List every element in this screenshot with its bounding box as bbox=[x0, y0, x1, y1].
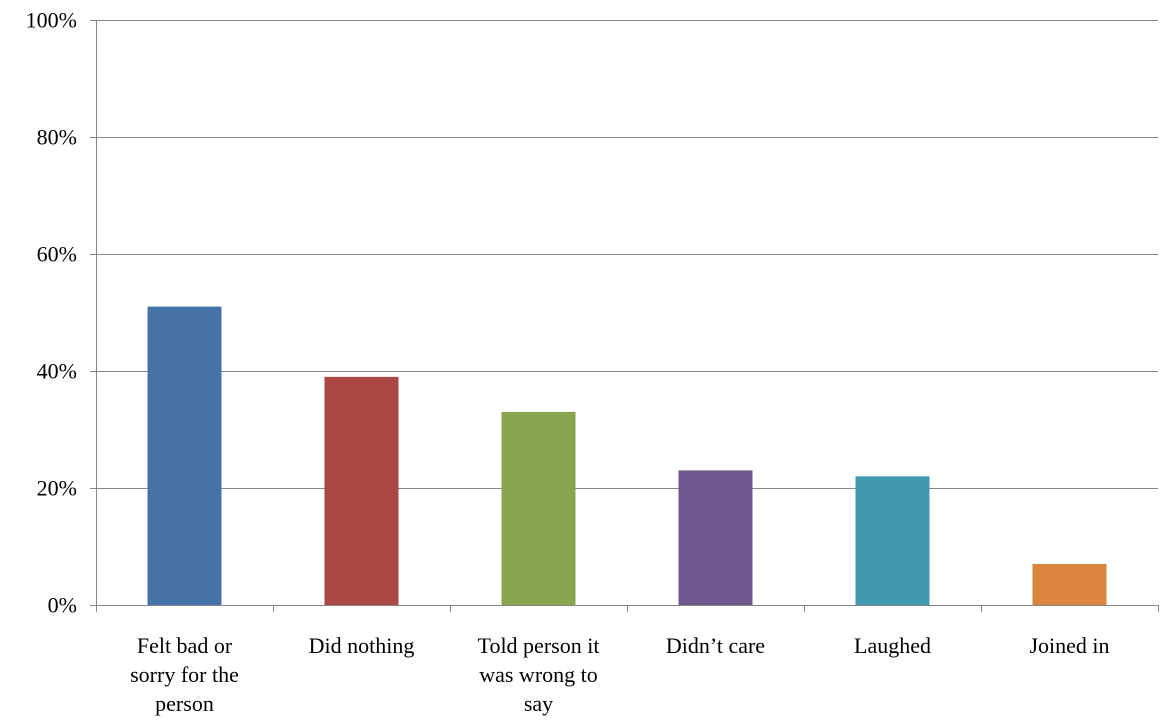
x-category-label-line: Told person it bbox=[478, 633, 600, 658]
y-tick-label: 0% bbox=[48, 593, 77, 618]
bar-0 bbox=[147, 306, 222, 605]
bar-4 bbox=[855, 476, 930, 605]
bar-5 bbox=[1032, 564, 1107, 605]
axes bbox=[90, 20, 1159, 612]
x-category-label-line: Joined in bbox=[1029, 633, 1109, 658]
x-category-label: Laughed bbox=[854, 633, 931, 658]
bar-3 bbox=[678, 470, 753, 605]
bar-2 bbox=[501, 411, 576, 605]
x-category-label: Did nothing bbox=[309, 633, 415, 658]
x-category-label-line: Felt bad or bbox=[137, 633, 233, 658]
x-category-label-line: Laughed bbox=[854, 633, 931, 658]
bars bbox=[147, 306, 1107, 605]
x-axis-category-labels: Felt bad or sorry for the person Did nothin… bbox=[130, 633, 1109, 716]
x-category-label: Told person it was wrong to say bbox=[478, 633, 600, 716]
bar-1 bbox=[324, 376, 399, 605]
x-category-label-line: was wrong to bbox=[479, 662, 598, 687]
y-tick-label: 80% bbox=[37, 125, 77, 150]
x-category-label: Joined in bbox=[1029, 633, 1109, 658]
x-category-label-line: say bbox=[524, 691, 553, 716]
y-tick-label: 100% bbox=[26, 8, 77, 33]
y-tick-label: 20% bbox=[37, 476, 77, 501]
x-category-label-line: sorry for the bbox=[130, 662, 239, 687]
gridlines bbox=[96, 20, 1158, 489]
y-tick-label: 40% bbox=[37, 359, 77, 384]
y-axis-tick-labels: 0% 20% 40% 60% 80% 100% bbox=[26, 8, 77, 618]
x-category-label-line: Didn’t care bbox=[666, 633, 765, 658]
x-category-label: Felt bad or sorry for the person bbox=[130, 633, 239, 716]
x-category-label-line: Did nothing bbox=[309, 633, 415, 658]
x-category-label-line: person bbox=[155, 691, 214, 716]
x-category-label: Didn’t care bbox=[666, 633, 765, 658]
y-tick-label: 60% bbox=[37, 242, 77, 267]
